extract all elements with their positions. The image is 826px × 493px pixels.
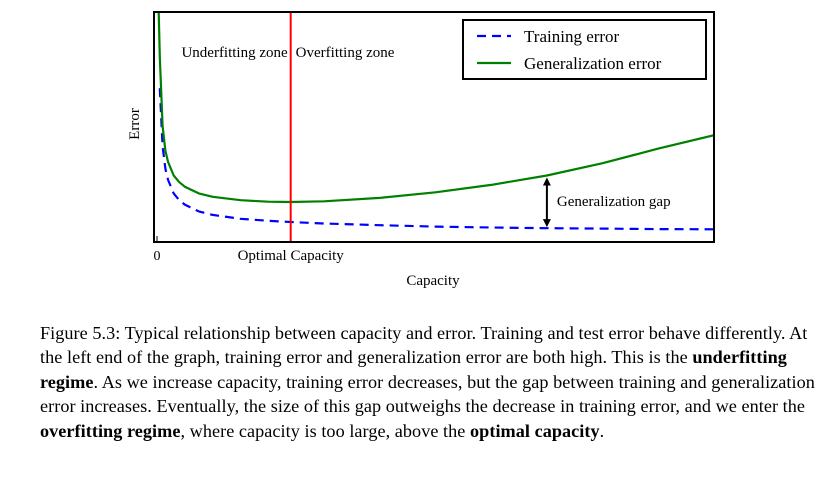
legend-label-training-error: Training error xyxy=(524,27,620,46)
caption-text: . As we increase capacity, training erro… xyxy=(40,371,815,417)
underfitting-zone-label: Underfitting zone xyxy=(181,45,288,61)
x-tick-label-zero: 0 xyxy=(154,249,161,264)
y-axis-label: Error xyxy=(127,108,143,140)
caption-bold-term: overfitting regime xyxy=(40,420,181,441)
caption-bold-term: optimal capacity xyxy=(470,420,600,441)
caption-text: , where capacity is too large, above the xyxy=(180,420,471,441)
plot-frame xyxy=(153,11,715,243)
figure-caption: Figure 5.3: Typical relationship between… xyxy=(40,321,826,443)
legend-box xyxy=(462,19,707,80)
legend: Training error Generalization error xyxy=(462,19,707,80)
error-vs-capacity-chart: 0 Optimal Capacity Capacity Error Underf… xyxy=(127,11,715,289)
overfitting-zone-label: Overfitting zone xyxy=(296,45,395,61)
caption-label: Figure 5.3: xyxy=(40,323,121,343)
optimal-capacity-label: Optimal Capacity xyxy=(238,248,345,264)
caption-text: . xyxy=(599,420,605,441)
caption-body: Typical relationship between capacity an… xyxy=(40,323,815,441)
caption-text: Typical relationship between capacity an… xyxy=(40,323,808,368)
x-axis-label: Capacity xyxy=(406,273,460,289)
legend-label-generalization-error: Generalization error xyxy=(524,54,662,73)
series-line-training-error xyxy=(158,88,714,231)
generalization-gap-label: Generalization gap xyxy=(557,194,671,210)
series-line-generalization-error xyxy=(157,12,714,204)
caption-bold-term: underfitting regime xyxy=(40,347,787,392)
